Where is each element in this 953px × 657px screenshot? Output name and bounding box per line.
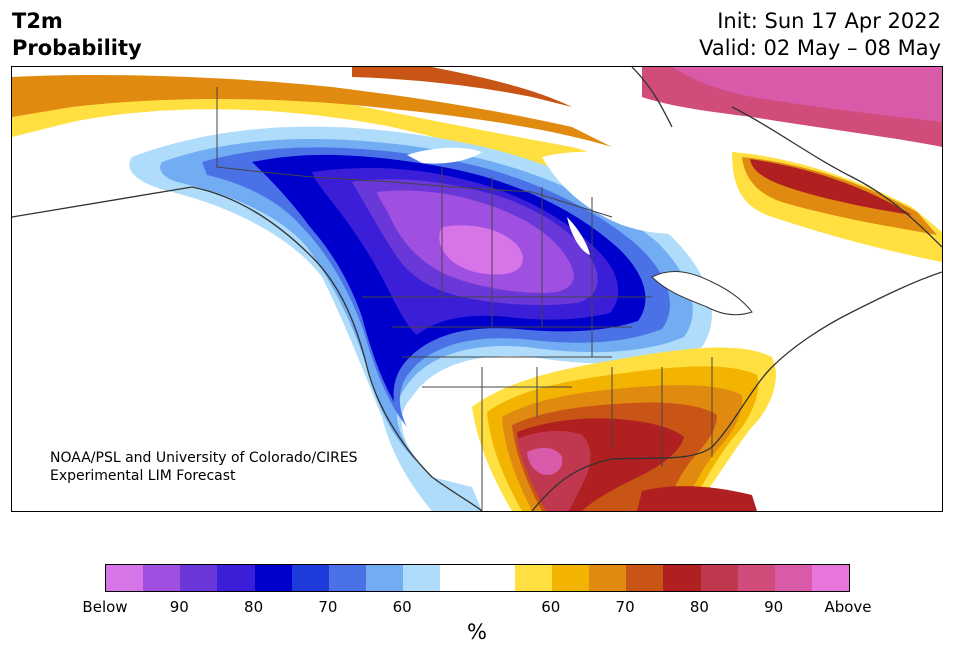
map-title-line1: T2m <box>12 9 63 33</box>
colorbar-tick-label: 60 <box>541 598 561 616</box>
colorbar-segment <box>180 565 218 591</box>
colorbar-segment <box>774 565 812 591</box>
data-credit: NOAA/PSL and University of Colorado/CIRE… <box>50 449 358 485</box>
colorbar-tick-label: 60 <box>392 598 412 616</box>
colorbar-segment <box>477 565 515 591</box>
colorbar-segment <box>626 565 664 591</box>
colorbar-segment <box>663 565 701 591</box>
colorbar-segment <box>589 565 627 591</box>
colorbar-tick-label: 80 <box>689 598 709 616</box>
warm-anomaly-north-orange <box>12 75 612 147</box>
colorbar-segment <box>143 565 181 591</box>
colorbar-segment <box>366 565 404 591</box>
credit-line1: NOAA/PSL and University of Colorado/CIRE… <box>50 450 358 466</box>
map-title-line2: Probability <box>12 36 142 60</box>
colorbar-segment <box>254 565 292 591</box>
lake-patch-a <box>407 147 482 164</box>
colorbar-segment <box>291 565 329 591</box>
colorbar-segment <box>811 565 850 591</box>
colorbar-segment <box>551 565 590 591</box>
init-date: Init: Sun 17 Apr 2022 <box>717 9 941 33</box>
colorbar-segment <box>328 565 367 591</box>
colorbar-segment <box>217 565 255 591</box>
colorbar-tick-label: 90 <box>169 598 189 616</box>
colorbar-segment <box>403 565 441 591</box>
colorbar-segment <box>737 565 775 591</box>
colorbar-tick-label: Above <box>824 598 872 616</box>
valid-date: Valid: 02 May – 08 May <box>699 36 941 60</box>
credit-line2: Experimental LIM Forecast <box>50 468 236 484</box>
colorbar-unit: % <box>467 620 487 644</box>
warm-anomaly-south-pink <box>527 447 563 475</box>
warm-anomaly-greenland-inner <box>672 67 942 122</box>
colorbar-segment <box>700 565 738 591</box>
colorbar-segment <box>106 565 144 591</box>
colorbar-tick-label: Below <box>82 598 128 616</box>
map-title: T2m Probability <box>12 8 142 62</box>
great-lakes <box>651 271 753 316</box>
warm-anomaly-east-canada-red <box>750 159 912 215</box>
colorbar <box>105 564 850 592</box>
probability-map: NOAA/PSL and University of Colorado/CIRE… <box>11 66 943 512</box>
coastlines <box>12 67 942 511</box>
colorbar-segment <box>514 565 552 591</box>
colorbar-tick-label: 70 <box>318 598 338 616</box>
colorbar-tick-label: 90 <box>764 598 784 616</box>
colorbar-segment <box>440 565 478 591</box>
cold-anomaly-below-c <box>439 225 523 275</box>
colorbar-tick-label: 70 <box>615 598 635 616</box>
probability-map-graphic <box>12 67 942 511</box>
lake-patch-b <box>567 217 590 255</box>
hudson-bay <box>542 151 706 234</box>
warm-anomaly-north-red <box>352 67 572 107</box>
forecast-dates: Init: Sun 17 Apr 2022 Valid: 02 May – 08… <box>699 8 941 62</box>
warm-anomaly-caribbean <box>637 486 757 511</box>
political-boundaries <box>216 87 713 511</box>
colorbar-tick-label: 80 <box>244 598 264 616</box>
